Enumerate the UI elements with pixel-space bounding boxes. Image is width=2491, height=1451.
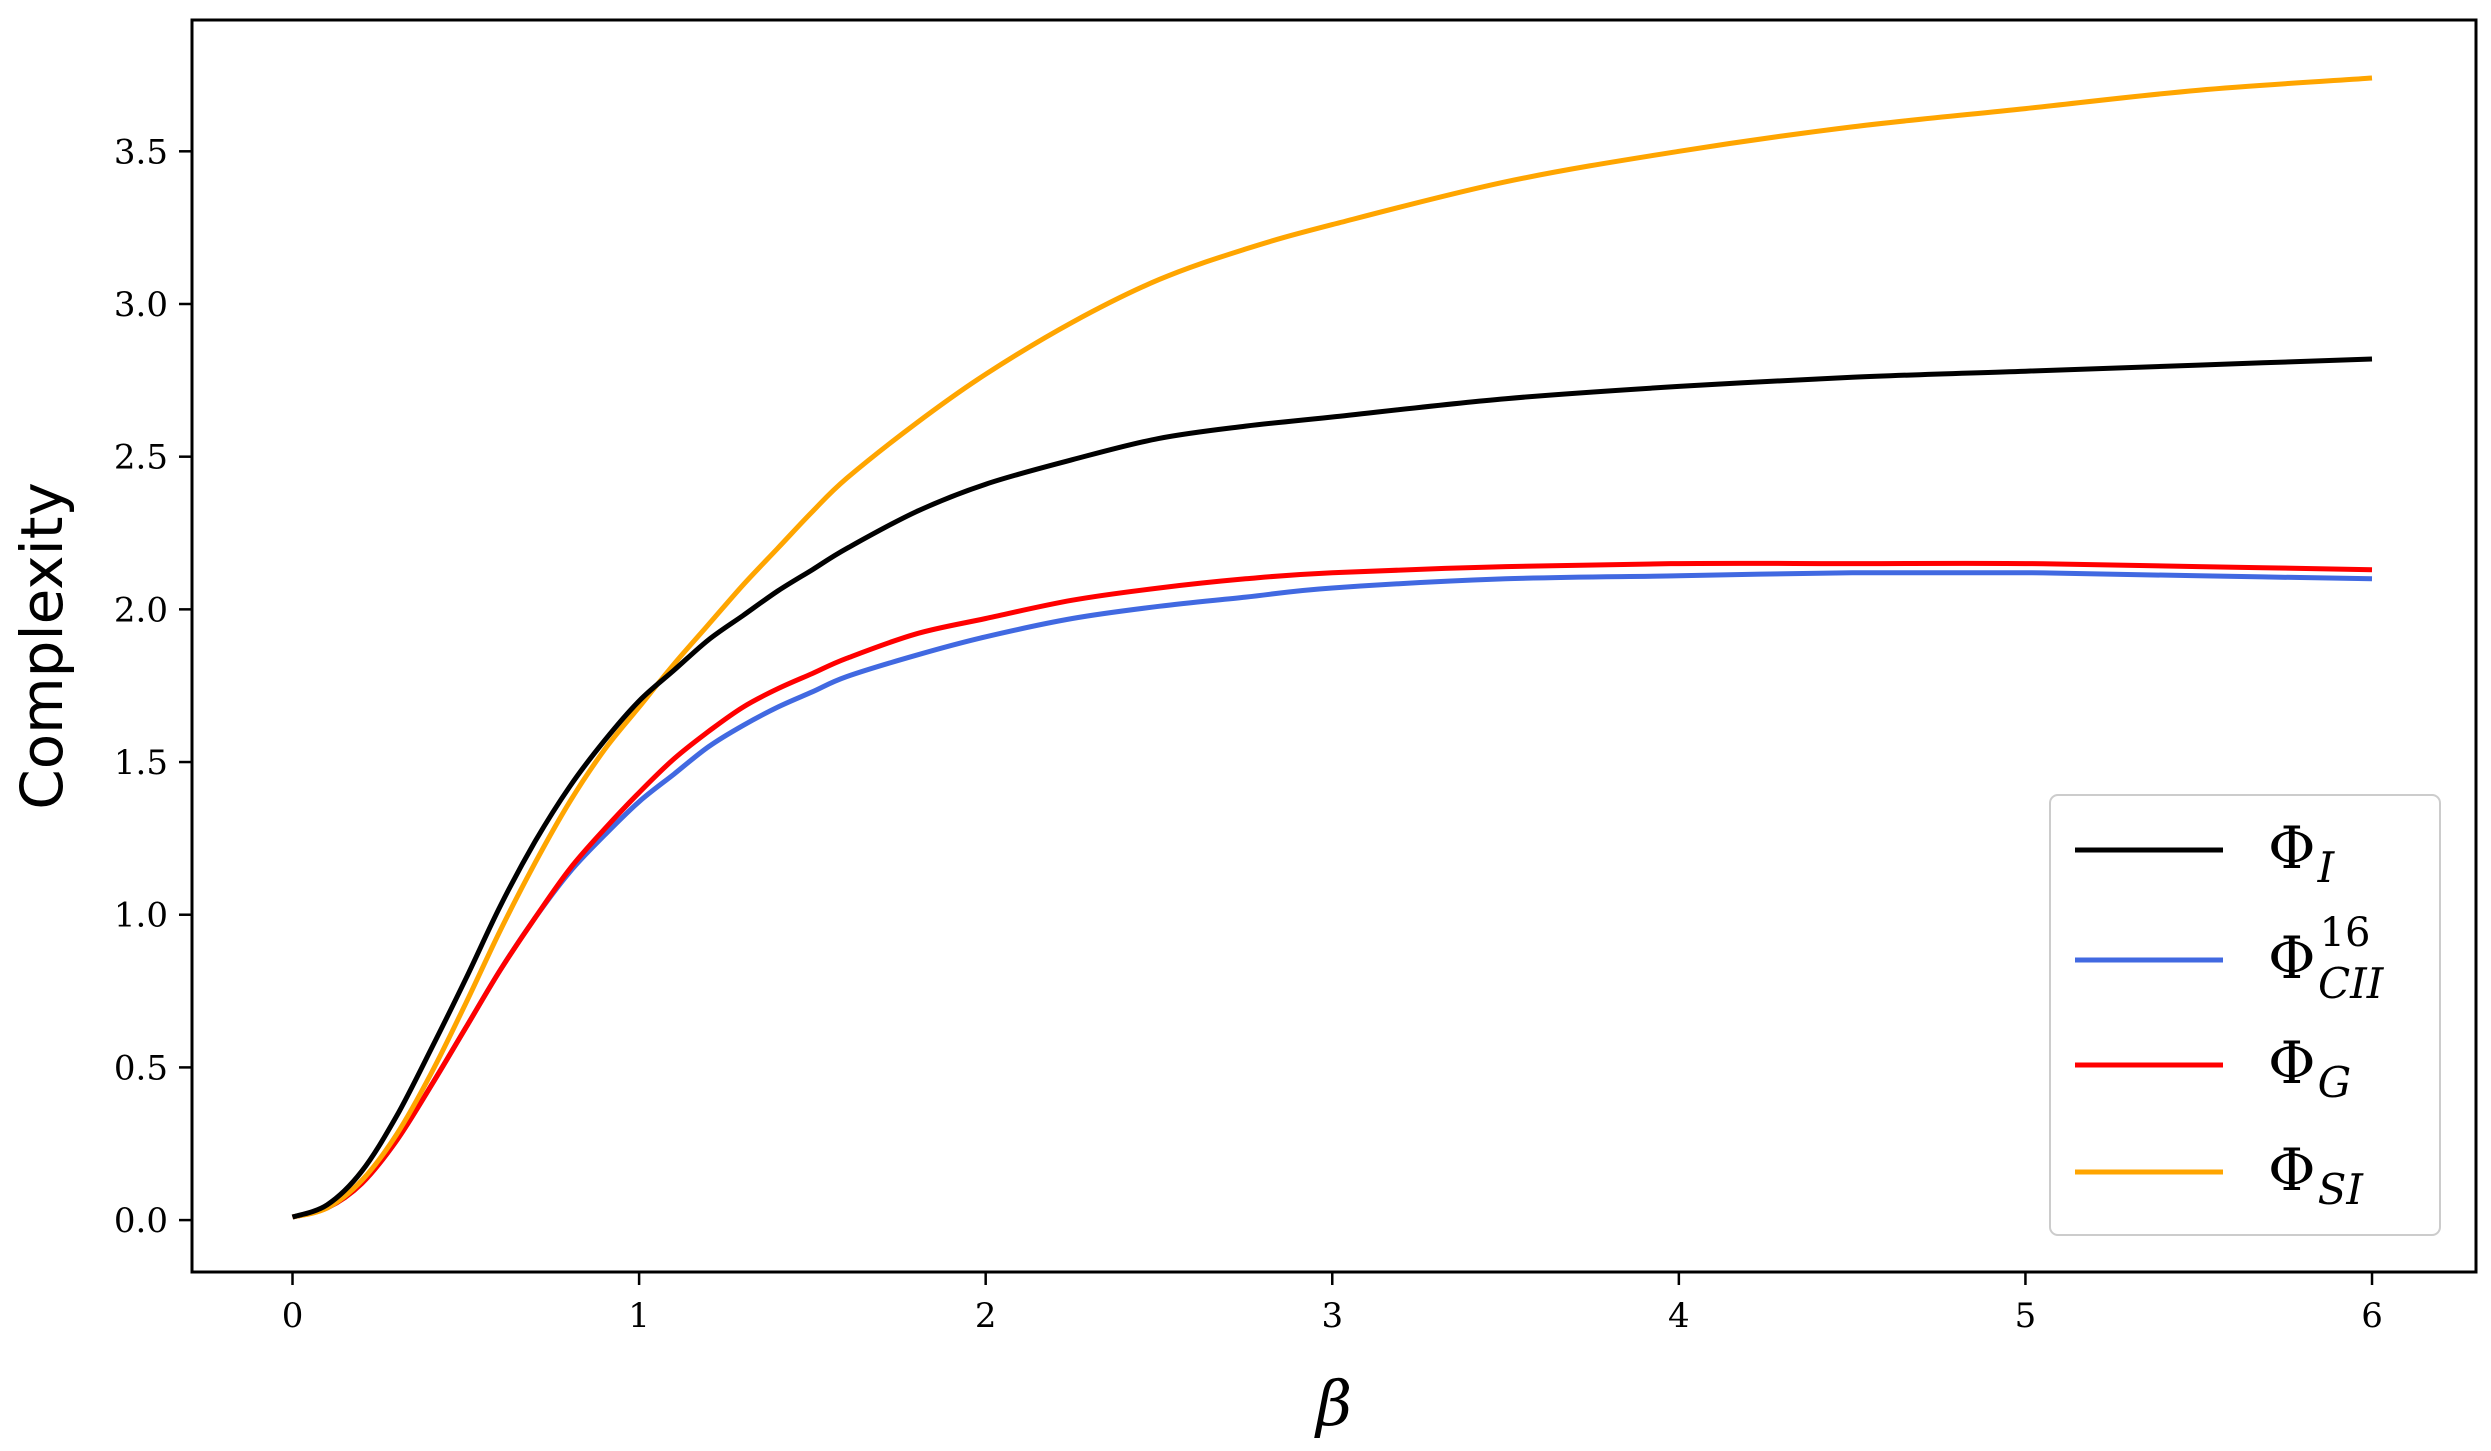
legend-label-main: Φ [2268,1029,2316,1097]
x-tick-label: 1 [628,1296,650,1336]
x-axis-label: β [1314,1367,1352,1440]
legend-label-sub: I [2317,843,2336,892]
plot-frame [190,18,2478,1274]
y-tick-label: 1.0 [114,896,168,936]
y-tick-label: 2.5 [114,438,168,478]
x-tick-label: 6 [2361,1296,2383,1336]
y-tick-label: 3.5 [114,132,168,172]
y-tick-label: 0.5 [114,1048,168,1088]
x-tick-label: 0 [282,1296,304,1336]
y-tick-label: 1.5 [114,743,168,783]
axis-ticks: 0 1 2 3 4 5 6 0.0 0.5 1.0 1.5 2.0 2.5 3.0 3.5 [114,132,2383,1336]
legend-label-g: ΦG [2268,1029,2351,1107]
x-tick-label: 5 [2015,1296,2037,1336]
series-layer [291,75,2373,1220]
legend-label-cii: Φ 16 CII [2268,910,2385,1008]
legend-label-sub: G [2318,1058,2352,1107]
legend-box [2049,794,2441,1236]
x-tick-label: 2 [975,1296,997,1336]
legend-label-sup: 16 [2320,910,2371,956]
legend-label-main: Φ [2268,924,2316,992]
legend-label-sub: SI [2318,1165,2365,1214]
legend-label-i: ΦI [2268,814,2336,892]
series-line-si [291,75,2373,1220]
legend-label-main: Φ [2268,1136,2316,1204]
y-axis-label: Complexity [8,482,76,810]
y-tick-label: 3.0 [114,285,168,325]
legend-label-si: ΦSI [2268,1136,2364,1214]
x-tick-label: 3 [1321,1296,1343,1336]
y-tick-label: 0.0 [114,1201,168,1241]
legend-label-main: Φ [2268,814,2316,882]
series-line-i [291,356,2373,1220]
x-tick-label: 4 [1668,1296,1690,1336]
y-tick-label: 2.0 [114,590,168,630]
series-line-g [291,560,2373,1220]
legend-label-sub: CII [2318,959,2385,1008]
